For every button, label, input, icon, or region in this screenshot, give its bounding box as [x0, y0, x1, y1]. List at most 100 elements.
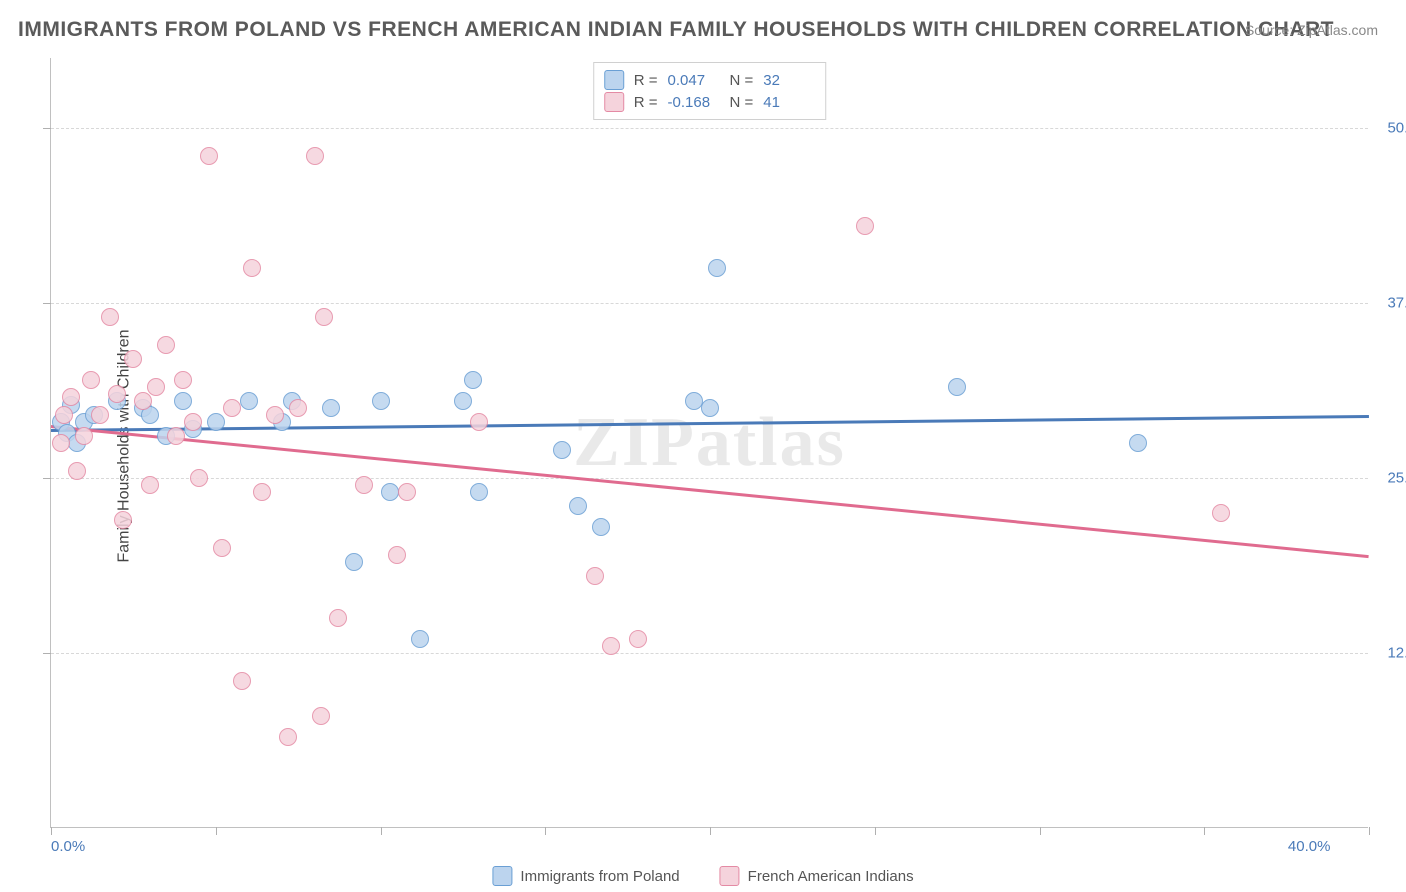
data-point	[948, 378, 966, 396]
data-point	[134, 392, 152, 410]
data-point	[708, 259, 726, 277]
legend-correlation: R = 0.047 N = 32 R = -0.168 N = 41	[593, 62, 827, 120]
trend-line	[51, 425, 1369, 558]
data-point	[114, 511, 132, 529]
y-tick-label: 37.5%	[1387, 295, 1406, 312]
data-point	[470, 483, 488, 501]
x-tick	[51, 827, 52, 835]
data-point	[52, 434, 70, 452]
data-point	[108, 385, 126, 403]
data-point	[233, 672, 251, 690]
source-label: Source: ZipAtlas.com	[1245, 22, 1378, 38]
legend-n-label-2: N =	[730, 94, 754, 111]
y-tick	[43, 128, 51, 129]
data-point	[856, 217, 874, 235]
data-point	[329, 609, 347, 627]
legend-swatch-2	[604, 92, 624, 112]
data-point	[101, 308, 119, 326]
data-point	[701, 399, 719, 417]
data-point	[82, 371, 100, 389]
legend-item-2: French American Indians	[720, 866, 914, 886]
legend-bottom-label-1: Immigrants from Poland	[520, 868, 679, 885]
x-tick	[1204, 827, 1205, 835]
chart-container: IMMIGRANTS FROM POLAND VS FRENCH AMERICA…	[0, 0, 1406, 892]
trend-line	[51, 415, 1369, 431]
legend-item-1: Immigrants from Poland	[492, 866, 679, 886]
data-point	[388, 546, 406, 564]
data-point	[253, 483, 271, 501]
data-point	[355, 476, 373, 494]
data-point	[553, 441, 571, 459]
data-point	[629, 630, 647, 648]
data-point	[381, 483, 399, 501]
data-point	[372, 392, 390, 410]
data-point	[243, 259, 261, 277]
legend-bottom-label-2: French American Indians	[748, 868, 914, 885]
x-tick-label: 0.0%	[51, 838, 85, 855]
x-tick	[875, 827, 876, 835]
data-point	[315, 308, 333, 326]
legend-bottom-swatch-1	[492, 866, 512, 886]
legend-swatch-1	[604, 70, 624, 90]
legend-n-value-2: 41	[763, 94, 815, 111]
legend-row-series-2: R = -0.168 N = 41	[604, 92, 816, 112]
gridline-h	[51, 478, 1368, 479]
data-point	[207, 413, 225, 431]
data-point	[91, 406, 109, 424]
data-point	[1212, 504, 1230, 522]
x-tick	[710, 827, 711, 835]
chart-title: IMMIGRANTS FROM POLAND VS FRENCH AMERICA…	[18, 18, 1334, 42]
data-point	[167, 427, 185, 445]
data-point	[470, 413, 488, 431]
data-point	[279, 728, 297, 746]
data-point	[345, 553, 363, 571]
data-point	[322, 399, 340, 417]
data-point	[306, 147, 324, 165]
data-point	[223, 399, 241, 417]
x-tick	[216, 827, 217, 835]
plot-area: ZIPatlas R = 0.047 N = 32 R = -0.168 N =…	[50, 58, 1368, 828]
legend-r-value-2: -0.168	[668, 94, 720, 111]
data-point	[157, 336, 175, 354]
data-point	[147, 378, 165, 396]
data-point	[289, 399, 307, 417]
legend-r-value-1: 0.047	[668, 72, 720, 89]
data-point	[75, 427, 93, 445]
data-point	[213, 539, 231, 557]
y-tick-label: 50.0%	[1387, 120, 1406, 137]
x-tick	[545, 827, 546, 835]
legend-row-series-1: R = 0.047 N = 32	[604, 70, 816, 90]
y-tick-label: 12.5%	[1387, 645, 1406, 662]
data-point	[586, 567, 604, 585]
data-point	[184, 413, 202, 431]
data-point	[569, 497, 587, 515]
x-tick	[1369, 827, 1370, 835]
y-tick	[43, 653, 51, 654]
data-point	[174, 371, 192, 389]
data-point	[602, 637, 620, 655]
data-point	[62, 388, 80, 406]
data-point	[454, 392, 472, 410]
data-point	[200, 147, 218, 165]
data-point	[190, 469, 208, 487]
y-tick	[43, 478, 51, 479]
legend-r-label-2: R =	[634, 94, 658, 111]
data-point	[411, 630, 429, 648]
legend-bottom-swatch-2	[720, 866, 740, 886]
legend-series: Immigrants from Poland French American I…	[492, 866, 913, 886]
x-tick	[1040, 827, 1041, 835]
data-point	[685, 392, 703, 410]
data-point	[312, 707, 330, 725]
data-point	[68, 462, 86, 480]
y-tick	[43, 303, 51, 304]
data-point	[124, 350, 142, 368]
legend-r-label-1: R =	[634, 72, 658, 89]
gridline-h	[51, 653, 1368, 654]
gridline-h	[51, 128, 1368, 129]
data-point	[174, 392, 192, 410]
legend-n-label-1: N =	[730, 72, 754, 89]
legend-n-value-1: 32	[763, 72, 815, 89]
data-point	[55, 406, 73, 424]
x-tick-label: 40.0%	[1288, 838, 1331, 855]
data-point	[398, 483, 416, 501]
